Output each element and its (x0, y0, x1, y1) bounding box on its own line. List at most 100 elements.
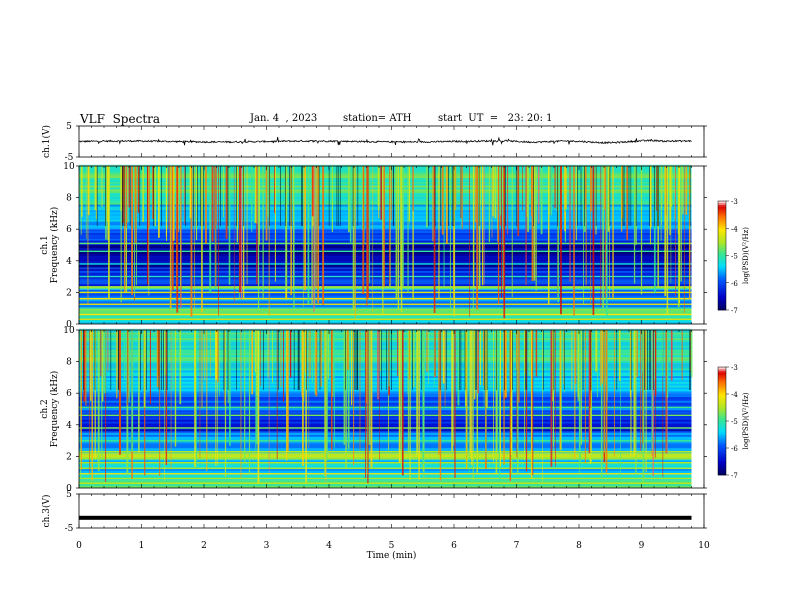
spectrogram-row (79, 274, 692, 277)
spectrogram-row (79, 306, 692, 309)
spectrogram-row (79, 408, 692, 411)
spectrogram-row (79, 372, 692, 375)
spectrogram-dropout (647, 330, 648, 391)
colorbar-cell (718, 394, 726, 397)
spectrogram-streak (260, 330, 261, 387)
spectrogram-dropout (355, 330, 357, 391)
colorbar-cell (718, 277, 726, 280)
colorbar-cell (718, 271, 726, 274)
x-axis-label: Time (min) (367, 550, 417, 561)
spectrogram-streak (619, 330, 621, 381)
spectrogram-streak (174, 330, 177, 447)
spectrogram-streak (317, 166, 319, 303)
spectrogram-streak (274, 166, 275, 214)
spectrogram-streak (131, 166, 132, 282)
spectrogram-streak (255, 330, 257, 451)
colorbar-cell (718, 228, 726, 231)
spectrogram-streak (104, 330, 106, 394)
spectrogram-line (79, 414, 692, 417)
spectrogram-streak (166, 166, 168, 241)
spectrogram-row (79, 398, 692, 401)
spectrogram-streak (490, 330, 492, 389)
spectrogram-streak (106, 166, 109, 222)
spectrogram-streak (451, 330, 453, 451)
spectrogram-dropout (336, 166, 338, 227)
spectrogram-streak (172, 166, 175, 241)
spectrogram-dropout (161, 166, 162, 227)
spectrogram-streak (80, 330, 82, 470)
spectrogram-row (79, 221, 692, 224)
colorbar-cell (718, 372, 726, 375)
spectrogram-dropout (689, 330, 690, 391)
colorbar-cell (718, 222, 726, 225)
colorbar-cell (718, 467, 726, 470)
spectrogram-dropout (584, 166, 586, 227)
spectrogram-streak (349, 166, 352, 243)
spectrogram-streak (256, 330, 258, 396)
spectrogram-streak (216, 330, 218, 466)
spectrogram-streak (365, 330, 367, 404)
spectrogram-streak (660, 166, 662, 241)
spectrogram-streak (268, 166, 270, 316)
spectrogram-row (79, 255, 692, 258)
spectrogram-streak (600, 330, 603, 480)
ch1-waveform-y-tick-label: 5 (66, 122, 72, 132)
spectrogram-streak (666, 330, 669, 398)
spectrogram-dropout (301, 166, 302, 227)
spectrogram-streak (453, 330, 455, 446)
colorbar-label: log(PSD)(V²/Hz) (742, 227, 750, 284)
spectrogram-row (79, 357, 692, 360)
colorbar-tick-label: -5 (731, 418, 738, 426)
spectrogram-streak (367, 330, 369, 484)
spectrogram-streak (331, 330, 334, 397)
spectrogram-dropout (339, 166, 341, 227)
spectrogram-row (79, 465, 692, 468)
spectrogram-streak (524, 330, 525, 461)
colorbar-cell (718, 259, 726, 262)
spectrogram-dropout (644, 330, 645, 391)
spectrogram-streak (633, 330, 636, 456)
spectrogram-streak (497, 330, 499, 454)
spectrogram-streak (433, 166, 436, 314)
spectrogram-streak (346, 330, 349, 370)
spectrogram-dropout (630, 166, 632, 227)
spectrogram-row (79, 227, 692, 230)
colorbar-tick-label: -4 (731, 391, 738, 399)
spectrogram-streak (352, 166, 355, 310)
colorbar-cell (718, 473, 726, 476)
spectrogram-row (79, 238, 692, 241)
spectrogram-streak (101, 330, 103, 461)
spectrogram-row (79, 330, 692, 333)
spectrogram-row (79, 338, 692, 341)
ch2-spectrogram-y-tick-label: 4 (66, 421, 72, 431)
spectrogram-dropout (386, 330, 387, 391)
spectrogram-streak (532, 330, 534, 476)
spectrogram-dropout (690, 330, 691, 391)
spectrogram-dropout (654, 166, 655, 227)
spectrogram-dropout (197, 166, 199, 227)
colorbar-cell (718, 440, 726, 443)
spectrogram-dropout (563, 330, 565, 391)
spectrogram-streak (244, 330, 246, 463)
spectrogram-streak (305, 330, 307, 483)
spectrogram-streak (542, 330, 543, 482)
spectrogram-streak (217, 330, 219, 383)
spectrogram-streak (585, 166, 587, 286)
spectrogram-dropout (616, 330, 618, 391)
spectrogram-dropout (328, 166, 330, 227)
spectrogram-streak (657, 166, 659, 288)
colorbar-tick-label: -6 (731, 445, 738, 453)
spectrogram-streak (575, 166, 577, 241)
spectrogram-row (79, 178, 692, 180)
spectrogram-streak (302, 330, 304, 466)
colorbar-cell (718, 431, 726, 434)
spectrogram-streak (488, 166, 490, 243)
colorbar-cell (718, 273, 726, 276)
spectrogram-dropout (557, 166, 559, 227)
spectrogram-streak (134, 166, 136, 297)
spectrogram-dropout (263, 330, 265, 391)
spectrogram-streak (607, 166, 610, 232)
spectrogram-streak (210, 330, 211, 378)
colorbar-cell (718, 397, 726, 400)
spectrogram-dropout (635, 166, 637, 227)
